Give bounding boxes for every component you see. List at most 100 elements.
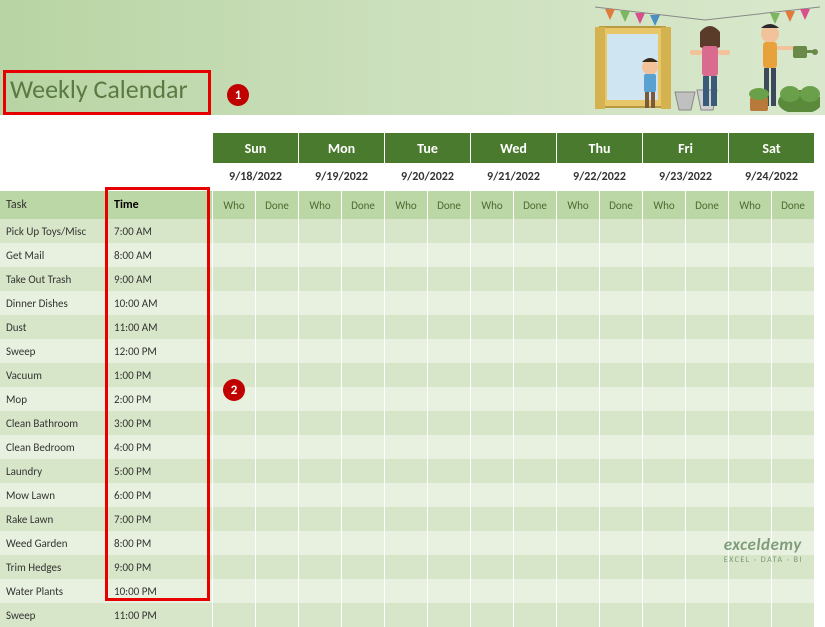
done-cell[interactable] [427,483,470,507]
who-cell[interactable] [212,339,255,363]
who-cell[interactable] [384,411,427,435]
who-cell[interactable] [728,243,771,267]
done-cell[interactable] [599,435,642,459]
done-cell[interactable] [599,291,642,315]
who-cell[interactable] [384,483,427,507]
who-cell[interactable] [384,363,427,387]
who-cell[interactable] [470,507,513,531]
done-cell[interactable] [771,291,814,315]
done-cell[interactable] [427,243,470,267]
done-cell[interactable] [341,363,384,387]
done-cell[interactable] [513,267,556,291]
who-cell[interactable] [212,363,255,387]
who-cell[interactable] [470,219,513,243]
done-cell[interactable] [599,267,642,291]
done-cell[interactable] [341,435,384,459]
who-cell[interactable] [384,579,427,603]
done-cell[interactable] [427,579,470,603]
who-cell[interactable] [384,531,427,555]
done-cell[interactable] [771,363,814,387]
done-cell[interactable] [599,603,642,627]
done-cell[interactable] [685,219,728,243]
who-cell[interactable] [642,387,685,411]
who-cell[interactable] [470,387,513,411]
who-cell[interactable] [298,291,341,315]
who-cell[interactable] [728,411,771,435]
who-cell[interactable] [384,339,427,363]
who-cell[interactable] [298,315,341,339]
done-cell[interactable] [255,339,298,363]
who-cell[interactable] [728,483,771,507]
done-cell[interactable] [255,363,298,387]
done-cell[interactable] [341,291,384,315]
who-cell[interactable] [642,219,685,243]
done-cell[interactable] [513,219,556,243]
done-cell[interactable] [255,243,298,267]
who-cell[interactable] [212,219,255,243]
done-cell[interactable] [513,459,556,483]
who-cell[interactable] [642,243,685,267]
who-cell[interactable] [728,459,771,483]
who-cell[interactable] [642,555,685,579]
done-cell[interactable] [341,483,384,507]
done-cell[interactable] [255,219,298,243]
done-cell[interactable] [341,219,384,243]
who-cell[interactable] [298,531,341,555]
done-cell[interactable] [255,267,298,291]
done-cell[interactable] [685,411,728,435]
who-cell[interactable] [384,315,427,339]
who-cell[interactable] [556,459,599,483]
who-cell[interactable] [212,483,255,507]
done-cell[interactable] [341,243,384,267]
who-cell[interactable] [212,579,255,603]
done-cell[interactable] [599,387,642,411]
done-cell[interactable] [255,579,298,603]
who-cell[interactable] [642,531,685,555]
done-cell[interactable] [771,411,814,435]
who-cell[interactable] [728,603,771,627]
who-cell[interactable] [470,267,513,291]
who-cell[interactable] [728,579,771,603]
who-cell[interactable] [556,579,599,603]
who-cell[interactable] [384,507,427,531]
done-cell[interactable] [513,483,556,507]
who-cell[interactable] [384,267,427,291]
done-cell[interactable] [341,603,384,627]
who-cell[interactable] [556,243,599,267]
who-cell[interactable] [470,363,513,387]
who-cell[interactable] [384,291,427,315]
who-cell[interactable] [298,579,341,603]
who-cell[interactable] [298,555,341,579]
who-cell[interactable] [470,483,513,507]
who-cell[interactable] [728,363,771,387]
done-cell[interactable] [427,603,470,627]
who-cell[interactable] [298,243,341,267]
done-cell[interactable] [771,603,814,627]
who-cell[interactable] [642,579,685,603]
done-cell[interactable] [341,507,384,531]
done-cell[interactable] [255,435,298,459]
done-cell[interactable] [341,387,384,411]
who-cell[interactable] [384,219,427,243]
who-cell[interactable] [298,435,341,459]
who-cell[interactable] [212,459,255,483]
who-cell[interactable] [556,339,599,363]
who-cell[interactable] [470,603,513,627]
done-cell[interactable] [599,315,642,339]
who-cell[interactable] [212,315,255,339]
done-cell[interactable] [685,459,728,483]
who-cell[interactable] [212,291,255,315]
done-cell[interactable] [599,483,642,507]
who-cell[interactable] [556,507,599,531]
done-cell[interactable] [685,315,728,339]
done-cell[interactable] [599,507,642,531]
who-cell[interactable] [728,507,771,531]
done-cell[interactable] [427,435,470,459]
done-cell[interactable] [427,507,470,531]
done-cell[interactable] [255,531,298,555]
done-cell[interactable] [427,411,470,435]
who-cell[interactable] [556,267,599,291]
done-cell[interactable] [771,219,814,243]
who-cell[interactable] [556,219,599,243]
who-cell[interactable] [470,555,513,579]
